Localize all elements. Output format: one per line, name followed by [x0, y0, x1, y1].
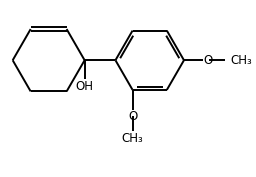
- Text: O: O: [204, 54, 213, 67]
- Text: O: O: [128, 110, 137, 124]
- Text: OH: OH: [76, 79, 94, 93]
- Text: CH₃: CH₃: [230, 54, 252, 67]
- Text: CH₃: CH₃: [122, 132, 143, 145]
